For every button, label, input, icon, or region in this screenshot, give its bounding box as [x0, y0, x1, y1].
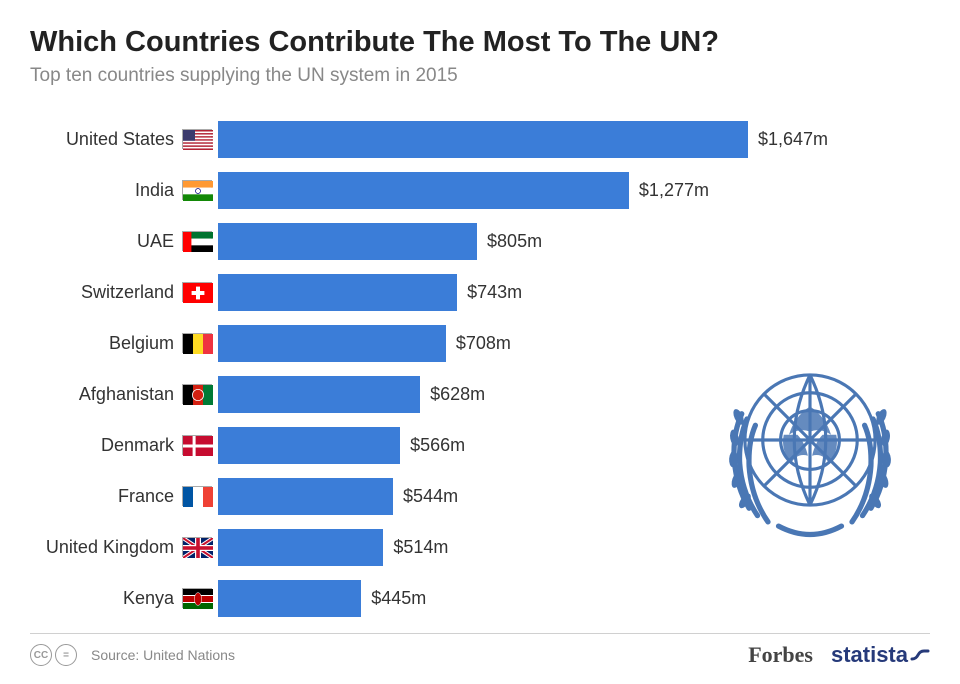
- bar: [218, 274, 457, 311]
- flag-icon: [182, 129, 212, 149]
- bar: [218, 478, 393, 515]
- country-label: Afghanistan: [30, 384, 182, 405]
- nd-icon: =: [55, 644, 77, 666]
- bar-row: United States $1,647m: [30, 115, 930, 163]
- bar: [218, 376, 420, 413]
- flag-icon: [182, 180, 212, 200]
- country-label: UAE: [30, 231, 182, 252]
- bar: [218, 580, 361, 617]
- bar: [218, 121, 748, 158]
- bar-value: $1,277m: [639, 180, 709, 201]
- bar-value: $514m: [393, 537, 448, 558]
- cc-license-icons: CC =: [30, 644, 77, 666]
- bar: [218, 172, 629, 209]
- cc-icon: CC: [30, 644, 52, 666]
- bar-row: UAE $805m: [30, 217, 930, 265]
- flag-icon: [182, 486, 212, 506]
- flag-icon: [182, 384, 212, 404]
- bar-value: $628m: [430, 384, 485, 405]
- country-label: Switzerland: [30, 282, 182, 303]
- flag-icon: [182, 537, 212, 557]
- chart-title: Which Countries Contribute The Most To T…: [30, 26, 930, 59]
- bar-row: Kenya $445m: [30, 574, 930, 622]
- statista-logo: statista: [831, 642, 930, 668]
- bar: [218, 223, 477, 260]
- country-label: India: [30, 180, 182, 201]
- flag-icon: [182, 282, 212, 302]
- forbes-logo: Forbes: [748, 642, 813, 668]
- flag-icon: [182, 435, 212, 455]
- country-label: United States: [30, 129, 182, 150]
- bar-value: $743m: [467, 282, 522, 303]
- bar-value: $708m: [456, 333, 511, 354]
- country-label: Kenya: [30, 588, 182, 609]
- flag-icon: [182, 231, 212, 251]
- footer: CC = Source: United Nations Forbes stati…: [30, 633, 930, 668]
- flag-icon: [182, 333, 212, 353]
- bar-value: $544m: [403, 486, 458, 507]
- country-label: United Kingdom: [30, 537, 182, 558]
- bar-value: $445m: [371, 588, 426, 609]
- country-label: Belgium: [30, 333, 182, 354]
- flag-icon: [182, 588, 212, 608]
- bar-value: $805m: [487, 231, 542, 252]
- bar-row: Switzerland $743m: [30, 268, 930, 316]
- country-label: Denmark: [30, 435, 182, 456]
- bar: [218, 529, 383, 566]
- bar-row: India $1,277m: [30, 166, 930, 214]
- bar: [218, 325, 446, 362]
- country-label: France: [30, 486, 182, 507]
- bar: [218, 427, 400, 464]
- chart-subtitle: Top ten countries supplying the UN syste…: [30, 65, 930, 87]
- un-logo-icon: [705, 335, 915, 545]
- bar-value: $1,647m: [758, 129, 828, 150]
- source-text: Source: United Nations: [91, 647, 235, 663]
- bar-value: $566m: [410, 435, 465, 456]
